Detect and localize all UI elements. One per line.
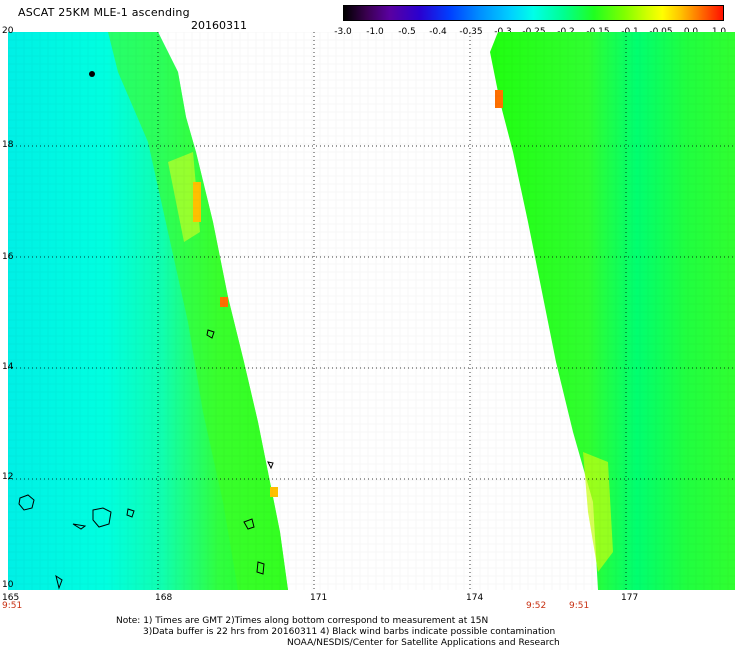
plot-date: 20160311 bbox=[191, 19, 247, 32]
lat-label: 12 bbox=[2, 472, 14, 482]
lat-label: 20 bbox=[2, 26, 14, 36]
lat-label: 14 bbox=[2, 362, 14, 372]
footer-note-1: Note: 1) Times are GMT 2)Times along bot… bbox=[116, 616, 489, 626]
lat-label: 18 bbox=[2, 140, 14, 150]
lon-label: 165 bbox=[2, 593, 20, 603]
time-label-left: 9:51 bbox=[2, 601, 23, 611]
time-label-mid: 9:52 bbox=[526, 601, 547, 611]
lat-label: 16 bbox=[2, 252, 14, 262]
footer-note-2: 3)Data buffer is 22 hrs from 20160311 4)… bbox=[143, 627, 556, 637]
pixel-texture bbox=[8, 32, 735, 590]
lat-label: 10 bbox=[2, 580, 14, 590]
time-label-right: 9:51 bbox=[569, 601, 590, 611]
lon-label: 177 bbox=[621, 593, 639, 603]
footer-credit: NOAA/NESDIS/Center for Satellite Applica… bbox=[287, 638, 560, 648]
colorbar bbox=[343, 5, 724, 21]
lon-label: 174 bbox=[466, 593, 484, 603]
lon-label: 171 bbox=[310, 593, 328, 603]
island-outlines bbox=[18, 329, 274, 590]
lat-lon-grid bbox=[8, 32, 735, 590]
plot-title: ASCAT 25KM MLE-1 ascending bbox=[18, 6, 190, 19]
island-dot bbox=[89, 71, 95, 77]
swath-map bbox=[8, 32, 735, 590]
lon-label: 168 bbox=[155, 593, 173, 603]
